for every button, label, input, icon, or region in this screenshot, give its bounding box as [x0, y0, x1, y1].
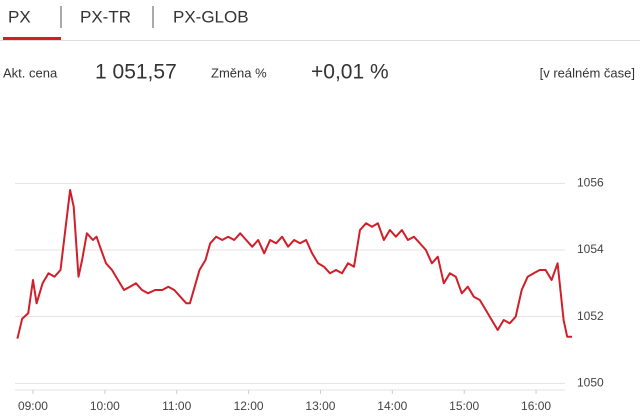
- tab[interactable]: PX-TR: [80, 7, 131, 26]
- change: +0,01 %: [311, 61, 389, 84]
- x-tick-label: 13:00: [305, 399, 335, 413]
- tab[interactable]: PX-GLOB: [173, 7, 249, 26]
- x-tick-label: 16:00: [521, 399, 551, 413]
- x-tick-label: 12:00: [234, 399, 264, 413]
- y-tick-label: 1056: [577, 176, 604, 190]
- price-line: [16, 189, 572, 339]
- tab[interactable]: PX: [8, 7, 31, 26]
- x-tick-label: 10:00: [90, 399, 120, 413]
- x-tick-label: 09:00: [18, 399, 48, 413]
- price: 1 051,57: [95, 61, 177, 84]
- y-tick-label: 1054: [577, 242, 604, 256]
- change-label: Změna %: [211, 65, 267, 80]
- realtime-note: [v reálném čase]: [540, 65, 635, 80]
- x-tick-label: 11:00: [162, 399, 191, 413]
- y-tick-label: 1052: [577, 309, 604, 323]
- y-tick-label: 1050: [577, 376, 604, 390]
- active-tab-underline: [3, 37, 61, 40]
- x-tick-label: 14:00: [377, 399, 407, 413]
- x-tick-label: 15:00: [449, 399, 479, 413]
- price-label: Akt. cena: [3, 65, 58, 80]
- chart: 1050 1052 1054 1056 09:00 10:00 11:00 12:00 13:0…: [15, 176, 604, 413]
